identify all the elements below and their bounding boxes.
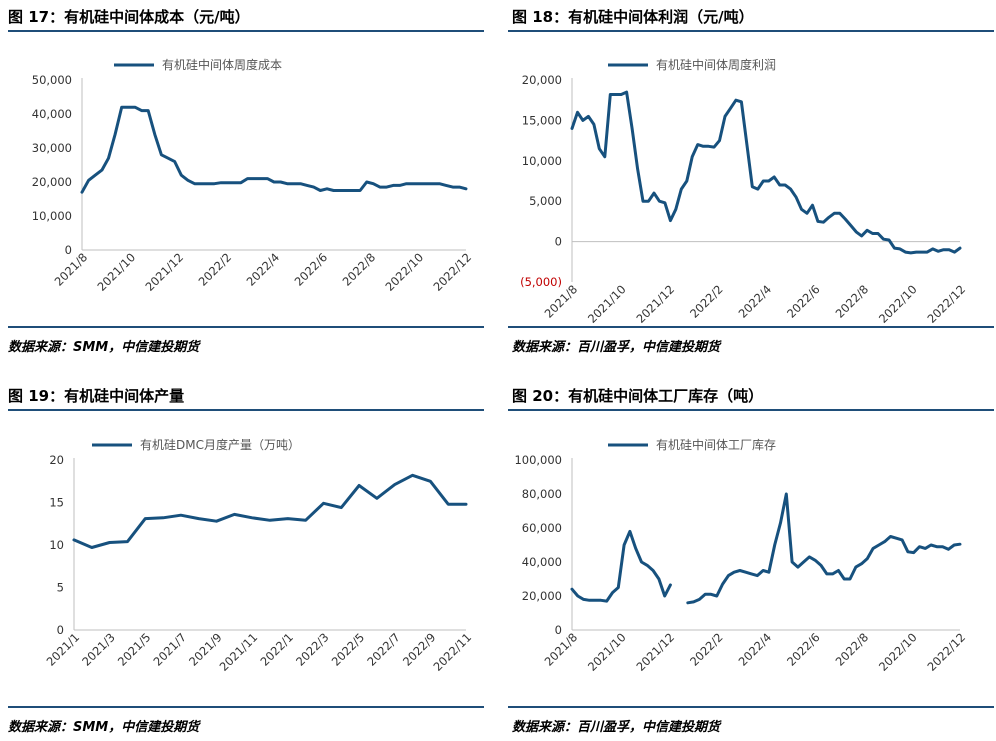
x-tick-label: 2022/10 <box>382 250 426 294</box>
figure-18-bottom-rule <box>508 326 994 328</box>
y-tick-label: 100,000 <box>514 453 562 467</box>
figure-18-source: 数据来源：百川盈孚，中信建投期货 <box>512 340 721 355</box>
series-line <box>80 105 468 194</box>
figure-19-bottom-rule <box>8 706 484 708</box>
x-tick-label: 2022/8 <box>833 630 872 669</box>
figure-19-top-rule <box>8 409 484 411</box>
y-tick-label: 0 <box>57 623 64 637</box>
x-tick-label: 2022/3 <box>293 630 332 669</box>
x-tick-label: 2022/4 <box>244 250 283 289</box>
x-tick-label: 2022/5 <box>329 630 368 669</box>
figure-20-chart: 有机硅中间体工厂库存 100,000 80,000 60,000 40,000 20,00… <box>514 437 968 674</box>
x-tick-label: 2022/12 <box>430 250 474 294</box>
y-tick-label: 15 <box>49 496 64 510</box>
y-tick-label: 30,000 <box>32 141 72 155</box>
figure-17-source: 数据来源：SMM，中信建投期货 <box>8 340 200 355</box>
figure-20-title: 图 20：有机硅中间体工厂库存（吨） <box>512 387 764 405</box>
x-tick-label: 2022/4 <box>736 630 775 669</box>
legend-label: 有机硅中间体周度利润 <box>656 57 776 72</box>
x-tick-label: 2022/4 <box>736 282 775 321</box>
y-tick-label: 10,000 <box>522 154 562 168</box>
x-tick-label: 2021/3 <box>79 630 118 669</box>
x-tick-label: 2022/12 <box>924 630 968 674</box>
y-tick-label: 20 <box>49 453 64 467</box>
x-tick-label: 2021/5 <box>115 630 154 669</box>
x-tick-label: 2022/6 <box>292 250 331 289</box>
y-tick-label: 0 <box>555 623 562 637</box>
x-tick-label: 2021/11 <box>217 630 261 674</box>
figure-17-bottom-rule <box>8 326 484 328</box>
y-tick-label: 80,000 <box>522 487 562 501</box>
x-tick-label: 2022/1 <box>257 630 296 669</box>
x-tick-label: 2022/11 <box>430 630 474 674</box>
y-tick-label: 10,000 <box>32 209 72 223</box>
y-tick-label: 50,000 <box>32 73 72 87</box>
figure-20-source: 数据来源：百川盈孚，中信建投期货 <box>512 720 721 735</box>
y-tick-label: 20,000 <box>32 175 72 189</box>
figure-18-chart: 有机硅中间体周度利润 20,000 15,000 10,000 5,000 0 (5,000… <box>520 57 968 326</box>
x-tick-label: 2022/12 <box>924 282 968 326</box>
y-tick-label: 0 <box>65 243 72 257</box>
x-tick-label: 2022/2 <box>196 250 235 289</box>
x-tick-label: 2021/12 <box>142 250 186 294</box>
figure-17-top-rule <box>8 30 484 32</box>
y-tick-label: (5,000) <box>520 275 562 289</box>
x-tick-label: 2022/10 <box>876 282 920 326</box>
figure-19-source: 数据来源：SMM，中信建投期货 <box>8 720 200 735</box>
x-tick-label: 2021/10 <box>585 630 629 674</box>
x-tick-label: 2022/2 <box>687 630 726 669</box>
legend-label: 有机硅中间体工厂库存 <box>656 437 776 452</box>
figure-19-title: 图 19：有机硅中间体产量 <box>8 387 185 405</box>
series-line <box>72 473 468 549</box>
y-tick-label: 15,000 <box>522 113 562 127</box>
figure-20-bottom-rule <box>508 706 994 708</box>
series-line <box>570 90 962 255</box>
x-tick-label: 2022/7 <box>364 630 403 669</box>
y-tick-label: 60,000 <box>522 521 562 535</box>
x-tick-label: 2022/6 <box>784 282 823 321</box>
y-tick-label: 20,000 <box>522 73 562 87</box>
y-tick-label: 20,000 <box>522 589 562 603</box>
x-tick-label: 2021/10 <box>94 250 138 294</box>
figure-17-title: 图 17：有机硅中间体成本（元/吨） <box>8 8 250 26</box>
x-tick-label: 2021/12 <box>633 282 677 326</box>
figure-18-top-rule <box>508 30 994 32</box>
y-tick-label: 5,000 <box>529 194 562 208</box>
x-tick-label: 2022/10 <box>876 630 920 674</box>
figure-17-chart: 有机硅中间体周度成本 50,000 40,000 30,000 20,000 10,000… <box>32 57 474 294</box>
x-tick-label: 2022/6 <box>784 630 823 669</box>
x-tick-label: 2021/7 <box>151 630 190 669</box>
x-tick-label: 2022/8 <box>340 250 379 289</box>
figure-20-top-rule <box>508 409 994 411</box>
legend-label: 有机硅DMC月度产量（万吨） <box>140 437 300 452</box>
figure-18-title: 图 18：有机硅中间体利润（元/吨） <box>512 8 754 26</box>
y-tick-label: 5 <box>57 581 64 595</box>
figure-19-chart: 有机硅DMC月度产量（万吨）201510502021/12021/32021/5… <box>44 437 475 674</box>
x-tick-label: 2022/8 <box>833 282 872 321</box>
y-tick-label: 10 <box>49 538 64 552</box>
x-tick-label: 2022/2 <box>687 282 726 321</box>
series-line <box>570 492 962 605</box>
y-tick-label: 0 <box>555 235 562 249</box>
x-tick-label: 2021/12 <box>633 630 677 674</box>
x-tick-label: 2021/10 <box>585 282 629 326</box>
legend-label: 有机硅中间体周度成本 <box>162 57 282 72</box>
y-tick-label: 40,000 <box>32 107 72 121</box>
y-tick-label: 40,000 <box>522 555 562 569</box>
